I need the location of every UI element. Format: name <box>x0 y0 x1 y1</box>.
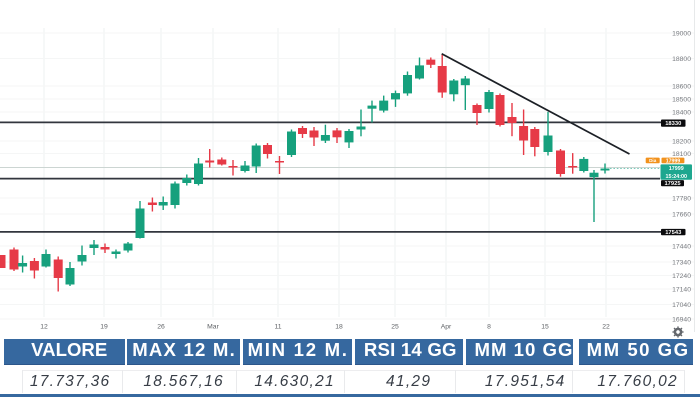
svg-text:17040: 17040 <box>672 302 691 309</box>
svg-text:18500: 18500 <box>672 96 691 103</box>
svg-text:Apr: Apr <box>441 324 452 331</box>
svg-text:18: 18 <box>335 324 343 331</box>
svg-text:18330: 18330 <box>665 121 681 127</box>
svg-text:17543: 17543 <box>665 230 682 236</box>
svg-text:17925: 17925 <box>664 181 681 187</box>
svg-text:17660: 17660 <box>672 211 691 218</box>
svg-text:25: 25 <box>391 324 399 331</box>
svg-text:19000: 19000 <box>672 30 691 37</box>
svg-text:17999: 17999 <box>669 166 684 172</box>
svg-text:18100: 18100 <box>672 151 691 158</box>
svg-text:17440: 17440 <box>672 243 691 250</box>
svg-text:15:24:00: 15:24:00 <box>665 174 687 180</box>
svg-text:26: 26 <box>157 324 165 331</box>
svg-text:22: 22 <box>602 324 610 331</box>
svg-text:17240: 17240 <box>672 273 691 280</box>
svg-text:18800: 18800 <box>672 56 691 63</box>
svg-text:18400: 18400 <box>672 109 691 116</box>
svg-text:Dia: Dia <box>649 158 657 163</box>
svg-text:8: 8 <box>487 324 491 331</box>
svg-text:17999: 17999 <box>666 158 681 164</box>
svg-text:Mar: Mar <box>207 324 219 331</box>
svg-text:18200: 18200 <box>672 138 691 145</box>
svg-text:12: 12 <box>40 324 48 331</box>
svg-text:11: 11 <box>274 324 281 331</box>
svg-text:16940: 16940 <box>672 316 691 323</box>
svg-text:17340: 17340 <box>672 259 691 266</box>
svg-text:18600: 18600 <box>672 83 691 90</box>
svg-text:15: 15 <box>541 324 549 331</box>
svg-text:17780: 17780 <box>672 195 691 202</box>
svg-text:19: 19 <box>100 324 108 331</box>
svg-text:17140: 17140 <box>672 286 691 293</box>
